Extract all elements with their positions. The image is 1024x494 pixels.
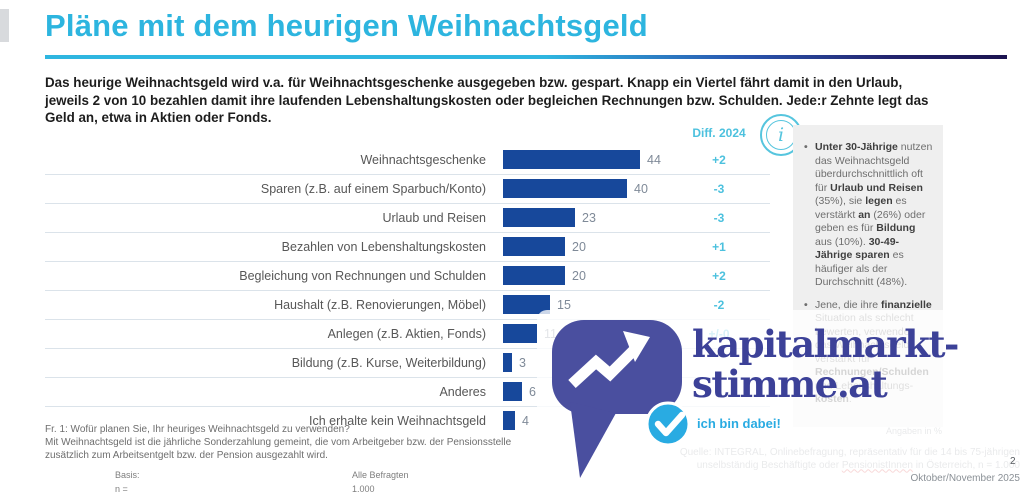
- bullet-text: es verstärkt: [815, 195, 907, 221]
- page-title: Pläne mit dem heurigen Weihnachtsgeld: [45, 8, 648, 43]
- bullet-text: es häufiger als der Durchschnitt (48%).: [815, 249, 908, 288]
- value-label: 15: [557, 298, 571, 312]
- trend-arrow-head: [623, 331, 650, 362]
- chart-row: Urlaub und Reisen 23 -3: [45, 204, 770, 233]
- title-underline-rule: [45, 55, 1007, 59]
- diff-value: +2: [712, 269, 726, 283]
- insight-bullet: Unter 30-Jährige nutzen das Weihnachtsge…: [804, 141, 934, 290]
- sample-size-label: n =: [115, 484, 128, 494]
- category-label: Anlegen (z.B. Aktien, Fonds): [327, 327, 486, 341]
- intro-line-3: Geld an, etwa in Aktien oder Fonds.: [45, 110, 272, 126]
- bar: [503, 324, 537, 343]
- diff-value: -2: [713, 298, 725, 312]
- diff-value: +2: [712, 153, 726, 167]
- bullet-text: (26%) oder geben es für: [815, 208, 926, 235]
- bar: [503, 382, 522, 401]
- edge-artifact: [0, 9, 9, 42]
- brand-line-2: stimme.at: [692, 362, 888, 406]
- bar: [503, 295, 550, 314]
- sample-size-value: 1.000: [352, 484, 375, 494]
- bar: [503, 237, 565, 256]
- bullet-text: Jene, die ihre: [815, 298, 881, 311]
- category-label: Haushalt (z.B. Renovierungen, Möbel): [274, 298, 486, 312]
- bullet-bold-text: Urlaub und Reisen: [830, 181, 923, 194]
- speech-bubble-tail: [570, 402, 616, 478]
- chart-row: Begleichung von Rechnungen und Schulden 2…: [45, 262, 770, 291]
- value-label: 20: [572, 269, 586, 283]
- diff-column-header: Diff. 2024: [692, 126, 746, 140]
- chart-row: Sparen (z.B. auf einem Sparbuch/Konto) 40…: [45, 175, 770, 204]
- chart-row: Bildung (z.B. Kurse, Weiterbildung) 3: [45, 349, 770, 378]
- trend-arrow-icon: [568, 346, 638, 389]
- category-label: Ich erhalte kein Weihnachtsgeld: [309, 414, 486, 428]
- value-label: 3: [519, 356, 526, 370]
- page-number: 2: [1010, 456, 1016, 467]
- value-label: 23: [582, 211, 596, 225]
- check-mark-icon: [654, 411, 686, 437]
- value-label: 40: [634, 182, 648, 196]
- chart-row: Bezahlen von Lebenshaltungskosten 20 +1: [45, 233, 770, 262]
- basis-value: Alle Befragten: [352, 470, 409, 480]
- bar: [503, 179, 627, 198]
- diff-value: -3: [713, 211, 725, 225]
- intro-line-2: jeweils 2 von 10 bezahlen damit ihre lau…: [45, 92, 929, 108]
- category-label: Bildung (z.B. Kurse, Weiterbildung): [291, 356, 486, 370]
- info-icon-glyph: i: [766, 120, 796, 150]
- bar: [503, 150, 640, 169]
- value-label: 6: [529, 385, 536, 399]
- category-label: Begleichung von Rechnungen und Schulden: [239, 269, 486, 283]
- footnote-line-1: Fr. 1: Wofür planen Sie, Ihr heuriges We…: [45, 424, 350, 435]
- intro-line-1: Das heurige Weihnachtsgeld wird v.a. für…: [45, 75, 903, 90]
- value-label: 20: [572, 240, 586, 254]
- footnote-line-2: Mit Weihnachtsgeld ist die jährliche Son…: [45, 437, 512, 448]
- bar-chart: Weihnachtsgeschenke 44 +2 Sparen (z.B. auf …: [45, 146, 770, 435]
- bar: [503, 266, 565, 285]
- chart-row: Haushalt (z.B. Renovierungen, Möbel) 15 -2: [45, 291, 770, 320]
- watermark-logo: [552, 320, 690, 478]
- category-label: Weihnachtsgeschenke: [360, 153, 486, 167]
- check-circle-icon: [645, 401, 690, 447]
- bullet-bold-text: 30-49-Jährige sparen: [815, 235, 900, 262]
- bullet-bold-text: Bildung: [876, 222, 916, 234]
- watermark-brand-text: kapitalmarkt- stimme.at: [692, 324, 1022, 404]
- bar: [503, 411, 515, 430]
- diff-value: +1: [712, 240, 726, 254]
- bullet-text: aus (10%).: [815, 235, 869, 248]
- value-label: 4: [522, 414, 529, 428]
- category-label: Anderes: [439, 385, 486, 399]
- bar: [503, 208, 575, 227]
- question-footnote: Fr. 1: Wofür planen Sie, Ihr heuriges We…: [45, 423, 565, 462]
- category-label: Sparen (z.B. auf einem Sparbuch/Konto): [260, 182, 486, 196]
- bullet-bold-text: Unter 30-Jährige: [815, 141, 898, 153]
- bullet-text: nutzen das Weihnachtsgeld überdurchschni…: [815, 141, 933, 194]
- brand-line-1: kapitalmarkt-: [692, 322, 959, 366]
- bar: [503, 353, 512, 372]
- chart-row: Weihnachtsgeschenke 44 +2: [45, 146, 770, 175]
- survey-date: Oktober/November 2025: [910, 473, 1020, 484]
- watermark-tagline: ich bin dabei!: [697, 416, 781, 431]
- footnote-line-3: zusätzlich zum Arbeitsentgelt bzw. der P…: [45, 450, 328, 461]
- category-label: Bezahlen von Lebenshaltungskosten: [281, 240, 486, 254]
- basis-label: Basis:: [115, 470, 140, 480]
- value-label: 44: [647, 153, 661, 167]
- chart-row: Ich erhalte kein Weihnachtsgeld 4: [45, 407, 770, 435]
- bullet-text: (35%), sie: [815, 195, 866, 207]
- chart-row: Anderes 6: [45, 378, 770, 407]
- bullet-bold-text: finanzielle: [880, 298, 932, 311]
- category-label: Urlaub und Reisen: [382, 211, 486, 225]
- bullet-bold-text: legen: [865, 195, 893, 207]
- intro-text: Das heurige Weihnachtsgeld wird v.a. für…: [45, 74, 995, 127]
- diff-value: -3: [713, 182, 725, 196]
- bullet-bold-text: an: [858, 208, 871, 221]
